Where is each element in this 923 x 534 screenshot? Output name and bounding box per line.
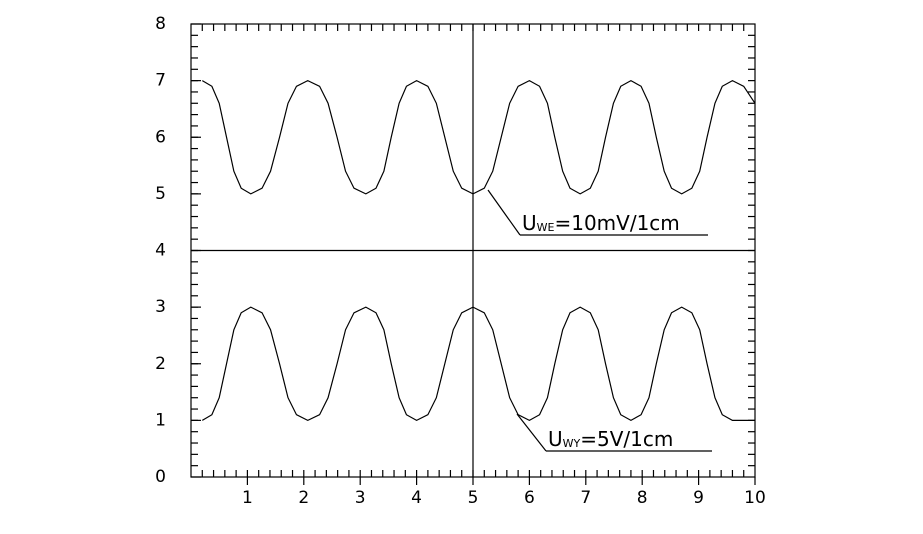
y-tick-label: 2	[155, 354, 166, 374]
x-tick-label: 10	[744, 488, 766, 508]
x-tick-label: 5	[468, 488, 479, 508]
y-tick-label: 0	[155, 467, 166, 487]
leader-line	[516, 413, 547, 452]
x-tick-label: 4	[411, 488, 422, 508]
annotation-suffix: =10mV/1cm	[554, 211, 679, 235]
y-tick-label: 1	[155, 410, 166, 430]
series-line	[201, 306, 755, 422]
leader-line	[487, 189, 521, 236]
x-tick-label: 7	[580, 488, 591, 508]
x-tick-label: 9	[693, 488, 704, 508]
x-tick-label: 1	[242, 488, 253, 508]
annotation-suffix: =5V/1cm	[580, 427, 673, 451]
series-line	[201, 79, 756, 195]
x-tick-label: 2	[298, 488, 309, 508]
annotation: UWE=10mV/1cm	[522, 211, 680, 235]
y-tick-label: 7	[155, 71, 166, 91]
annotation-main: U	[522, 211, 537, 235]
annotation-subscript: WE	[537, 221, 555, 234]
y-tick-label: 4	[155, 241, 166, 261]
y-tick-label: 8	[155, 14, 166, 34]
annotation-main: U	[548, 427, 563, 451]
x-tick-label: 6	[524, 488, 535, 508]
y-tick-label: 6	[155, 127, 166, 147]
y-tick-label: 5	[155, 184, 166, 204]
x-tick-label: 8	[637, 488, 648, 508]
annotation-subscript: WY	[563, 437, 581, 450]
x-tick-label: 3	[355, 488, 366, 508]
annotation: UWY=5V/1cm	[548, 427, 673, 451]
y-tick-label: 3	[155, 297, 166, 317]
